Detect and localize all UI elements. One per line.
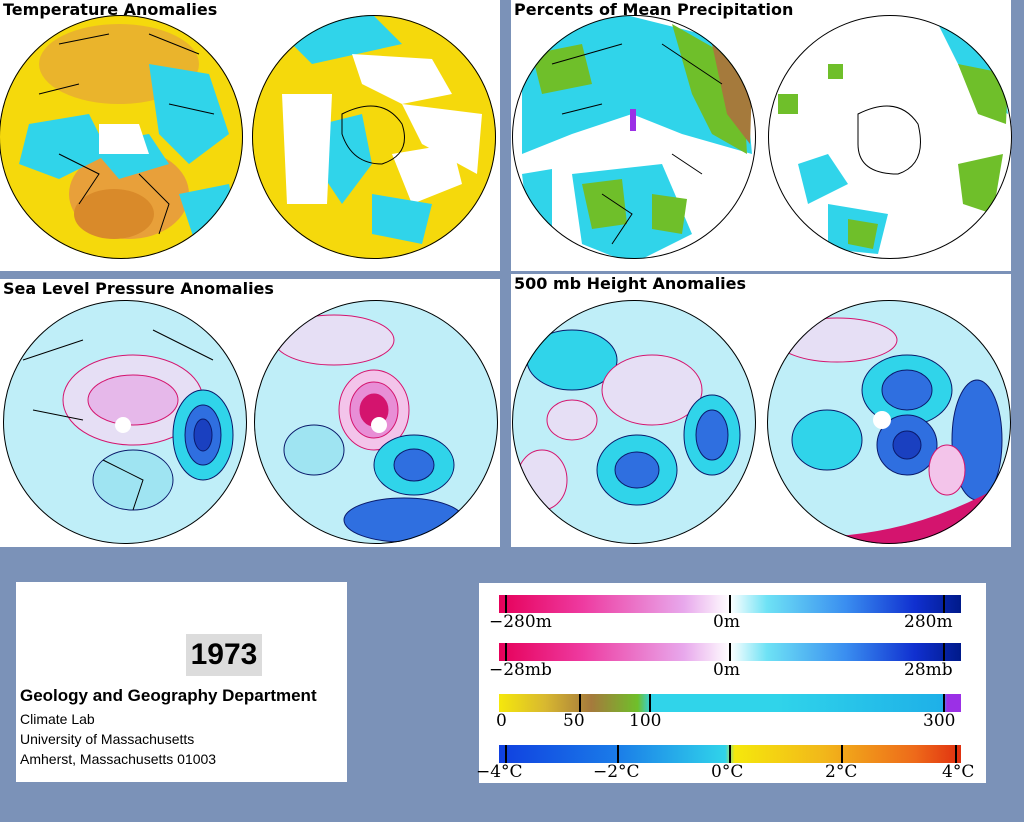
pressure-scale-right-label: 28mb xyxy=(904,660,953,680)
slp-panel: Sea Level Pressure Anomalies xyxy=(0,279,500,547)
temp-label-4: 4°C xyxy=(942,762,975,782)
temperature-panel-title: Temperature Anomalies xyxy=(0,0,221,20)
precipitation-panel-title: Percents of Mean Precipitation xyxy=(511,0,797,20)
height500-north-globe xyxy=(512,300,756,544)
temperature-panel: Temperature Anomalies xyxy=(0,0,500,271)
temperature-south-globe xyxy=(252,4,496,270)
info-box: 1973 Geology and Geography Department Cl… xyxy=(16,582,347,782)
slp-south-globe xyxy=(254,300,498,544)
precip-label-100: 100 xyxy=(629,711,662,731)
precip-label-300: 300 xyxy=(923,711,956,731)
height-scale-center-label: 0m xyxy=(713,612,740,632)
pressure-color-scale xyxy=(499,643,961,661)
pressure-scale-left-label: −28mb xyxy=(489,660,552,680)
pressure-scale-center-label: 0m xyxy=(713,660,740,680)
year-label: 1973 xyxy=(186,634,262,676)
temperature-north-globe xyxy=(0,4,243,270)
department-name: Geology and Geography Department xyxy=(20,686,317,705)
precipitation-south-globe xyxy=(768,4,1012,270)
info-line-address: Amherst, Massachusetts 01003 xyxy=(20,751,217,767)
height500-panel: 500 mb Height Anomalies xyxy=(511,274,1011,547)
height-color-scale xyxy=(499,595,961,613)
height-scale-left-label: −280m xyxy=(489,612,552,632)
height500-panel-title: 500 mb Height Anomalies xyxy=(511,274,750,294)
precip-label-50: 50 xyxy=(563,711,585,731)
info-line-lab: Climate Lab xyxy=(20,711,95,727)
slp-panel-title: Sea Level Pressure Anomalies xyxy=(0,279,277,299)
precipitation-north-globe xyxy=(512,4,756,270)
temp-label-0: 0°C xyxy=(711,762,744,782)
temp-label-minus4: −4°C xyxy=(476,762,523,782)
height-scale-right-label: 280m xyxy=(904,612,953,632)
temp-label-2: 2°C xyxy=(825,762,858,782)
precip-color-scale xyxy=(499,694,961,712)
temp-color-scale xyxy=(499,745,961,763)
info-line-university: University of Massachusetts xyxy=(20,731,195,747)
temp-label-minus2: −2°C xyxy=(593,762,640,782)
slp-north-globe xyxy=(3,300,247,544)
precip-label-0: 0 xyxy=(496,711,507,731)
legend-box: −280m 0m 280m −28mb 0m 28mb 0 50 100 300… xyxy=(476,583,986,783)
precipitation-panel: Percents of Mean Precipitation xyxy=(511,0,1012,271)
height500-south-globe xyxy=(767,300,1011,544)
